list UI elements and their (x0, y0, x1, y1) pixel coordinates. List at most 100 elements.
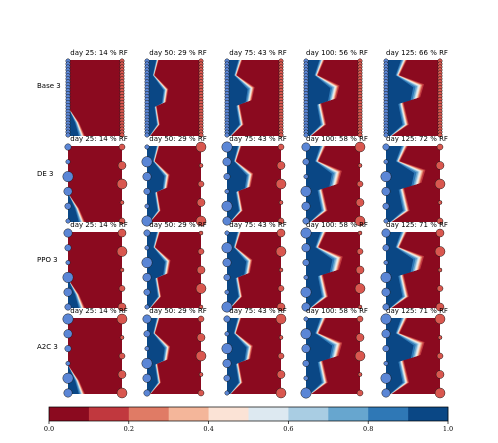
injector-marker (64, 143, 72, 151)
producer-marker (117, 228, 127, 238)
contour-level-9 (386, 60, 414, 136)
panel-title: day 25: 14 % RF (70, 49, 128, 57)
producer-marker (276, 302, 286, 312)
panel-title: day 125: 66 % RF (386, 49, 448, 57)
producer-marker (434, 313, 446, 325)
producer-marker (278, 200, 284, 205)
panel-r2-c4: day 125: 71 % RF (380, 221, 448, 312)
saturation-field (147, 146, 201, 222)
panel-r3-c1: day 50: 29 % RF (141, 307, 207, 397)
producer-marker (357, 163, 363, 168)
panel-title: day 25: 14 % RF (70, 135, 128, 143)
contour-level-9 (227, 60, 248, 136)
injector-marker (300, 328, 312, 340)
panel-r3-c3: day 100: 58 % RF (300, 307, 368, 399)
injector-marker (300, 286, 312, 298)
row-label: Base 3 (37, 82, 61, 90)
injector-marker (381, 186, 391, 196)
panel-r1-c4: day 125: 72 % RF (380, 135, 448, 225)
injector-marker (224, 289, 230, 295)
panel-title: day 50: 29 % RF (149, 49, 207, 57)
producer-marker (276, 228, 286, 238)
injector-marker (303, 316, 309, 322)
colorbar-level (328, 407, 369, 421)
injector-marker (144, 346, 150, 352)
colorbar-level (248, 407, 289, 421)
producer-marker (434, 387, 446, 399)
colorbar-tick-label: 0.8 (363, 425, 373, 433)
injector-marker (144, 304, 150, 310)
injector-marker (143, 330, 151, 338)
injector-marker (223, 315, 231, 323)
injector-marker (380, 372, 392, 384)
injector-marker (142, 373, 152, 383)
contour-level-9 (227, 146, 247, 222)
saturation-field (306, 232, 360, 308)
producer-marker (278, 132, 284, 138)
producer-marker (117, 161, 127, 170)
saturation-field (386, 146, 440, 222)
injector-marker (301, 302, 311, 312)
producer-marker (436, 285, 444, 292)
injector-marker (380, 171, 392, 183)
injector-marker (382, 345, 390, 353)
injector-marker (141, 156, 153, 168)
producer-marker (356, 248, 364, 255)
injector-marker (301, 142, 311, 152)
producer-marker (357, 304, 363, 310)
producer-marker (197, 180, 205, 188)
producer-marker (275, 178, 287, 190)
injector-marker (381, 388, 391, 398)
producer-marker (275, 387, 287, 399)
injector-marker (223, 173, 231, 181)
producer-marker (197, 389, 205, 397)
injector-marker (383, 360, 389, 366)
panel-r1-c0: day 25: 14 % RF (62, 135, 128, 225)
producer-marker (196, 265, 206, 275)
colorbar-level (168, 407, 209, 421)
colorbar-frame (48, 406, 449, 422)
injector-marker (62, 171, 74, 183)
panel-title: day 100: 56 % RF (306, 49, 368, 57)
producer-marker (355, 198, 365, 207)
injector-marker (300, 185, 312, 197)
saturation-field (306, 146, 360, 222)
injector-marker (143, 187, 151, 195)
injector-marker (144, 144, 150, 150)
producer-marker (437, 132, 443, 138)
producer-marker (436, 352, 444, 360)
injector-marker (141, 357, 153, 369)
injector-marker (142, 314, 152, 324)
producer-marker (434, 178, 446, 190)
saturation-field (147, 318, 201, 394)
colorbar-tick-label: 0.0 (44, 425, 54, 433)
saturation-field (147, 232, 201, 308)
injector-marker (224, 331, 230, 337)
injector-marker (383, 132, 389, 138)
producer-marker (435, 302, 445, 312)
injector-marker (62, 372, 74, 384)
producer-marker (198, 132, 204, 138)
producer-marker (357, 230, 363, 236)
producer-marker (356, 315, 364, 323)
panel-title: day 100: 58 % RF (306, 307, 368, 315)
producer-marker (198, 163, 204, 168)
panel-title: day 125: 71 % RF (386, 307, 448, 315)
producer-marker (354, 350, 366, 362)
row-label: DE 3 (37, 170, 54, 178)
colorbar-tick-label: 0.6 (283, 425, 293, 433)
contour-level-9 (68, 279, 79, 308)
producer-marker (198, 304, 204, 310)
injector-marker (382, 244, 390, 252)
row-label: PPO 3 (37, 256, 58, 264)
contour-level-9 (306, 232, 333, 308)
injector-marker (381, 228, 391, 238)
panel-r2-c3: day 100: 58 % RF (300, 221, 368, 312)
producer-marker (434, 246, 446, 257)
injector-marker (224, 230, 230, 236)
injector-marker (382, 143, 390, 151)
panel-r1-c1: day 50: 29 % RF (141, 135, 207, 227)
injector-marker (64, 345, 72, 353)
panel-r1-c3: day 100: 58 % RF (300, 135, 368, 227)
injector-marker (303, 132, 309, 138)
